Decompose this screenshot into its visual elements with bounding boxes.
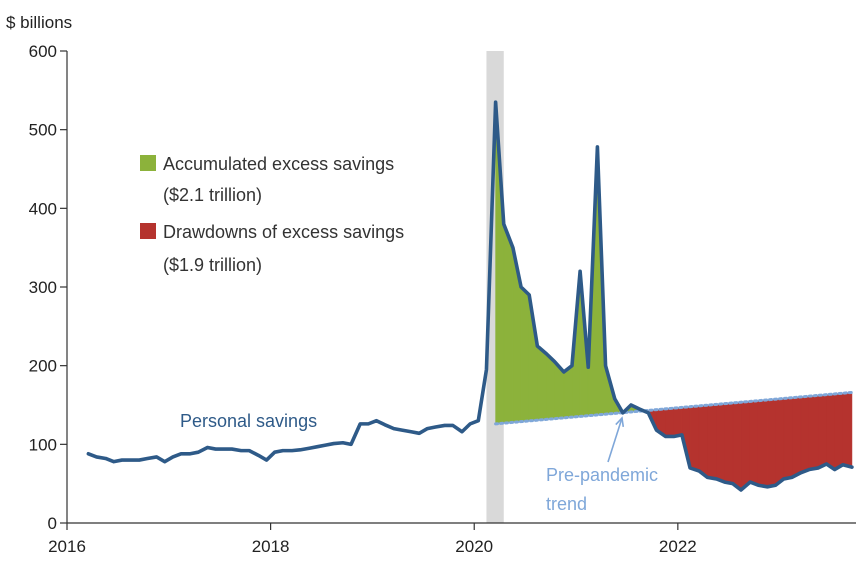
legend-swatch-excess — [140, 155, 156, 171]
y-tick-label: 300 — [29, 278, 57, 297]
drawdown-area — [673, 407, 683, 437]
drawdown-area — [724, 402, 734, 485]
axis-layer: 0 100 200 300 400 500 600 2016 2018 2020 2022 — [29, 42, 856, 556]
drawdown-area — [740, 401, 751, 491]
y-axis-label: $ billions — [6, 13, 72, 32]
x-tick-label: 2022 — [659, 537, 697, 556]
y-tick-label: 400 — [29, 199, 57, 218]
drawdown-area — [707, 404, 717, 480]
drawdown-area — [834, 392, 844, 471]
drawdown-area — [826, 393, 835, 471]
pre-pandemic-annotation: Pre-pandemic — [546, 465, 658, 485]
excess-savings-area — [503, 223, 514, 424]
drawdown-area — [808, 395, 819, 470]
trend-annotation: trend — [546, 494, 587, 514]
drawdown-area — [791, 396, 802, 478]
drawdown-area — [757, 399, 768, 488]
y-tick-label: 600 — [29, 42, 57, 61]
excess-savings-area — [537, 345, 547, 421]
legend-label-drawdown: Drawdowns of excess savings — [163, 222, 404, 242]
trend-line-layer — [494, 390, 854, 426]
legend: Accumulated excess savings ($2.1 trillio… — [140, 154, 404, 275]
y-tick-label: 100 — [29, 435, 57, 454]
drawdown-area — [767, 398, 776, 488]
x-tick-label: 2020 — [455, 537, 493, 556]
legend-label-excess: Accumulated excess savings — [163, 154, 394, 174]
drawdown-area — [689, 405, 700, 472]
personal-savings-line — [86, 100, 854, 492]
drawdown-area — [818, 394, 827, 469]
trend-arrow — [607, 416, 625, 463]
savings-line-layer — [86, 100, 854, 492]
drawdown-area — [716, 403, 725, 483]
drawdown-area — [800, 395, 810, 474]
personal-savings-annotation: Personal savings — [180, 411, 317, 431]
excess-savings-area — [520, 286, 530, 422]
drawdown-area — [783, 397, 793, 480]
excess-savings-area — [563, 365, 573, 419]
legend-sublabel-drawdown: ($1.9 trillion) — [163, 255, 262, 275]
drawdown-area — [665, 407, 675, 437]
legend-sublabel-excess: ($2.1 trillion) — [163, 185, 262, 205]
excess-savings-area — [546, 353, 555, 420]
trend-arrow-shaft — [607, 417, 623, 463]
drawdown-area — [732, 401, 742, 491]
trend-line — [494, 390, 854, 426]
drawdown-area — [775, 398, 785, 486]
y-tick-label: 200 — [29, 357, 57, 376]
y-tick-label: 500 — [29, 121, 57, 140]
x-tick-label: 2016 — [48, 537, 86, 556]
x-tick-label: 2018 — [252, 537, 290, 556]
drawdown-area — [698, 404, 708, 478]
drawdown-area — [749, 400, 759, 486]
legend-swatch-drawdown — [140, 223, 156, 239]
drawdown-area — [842, 392, 853, 468]
trend-arrow-head — [615, 416, 625, 428]
excess-savings-area-layer — [495, 102, 853, 491]
y-tick-label: 0 — [48, 514, 57, 533]
